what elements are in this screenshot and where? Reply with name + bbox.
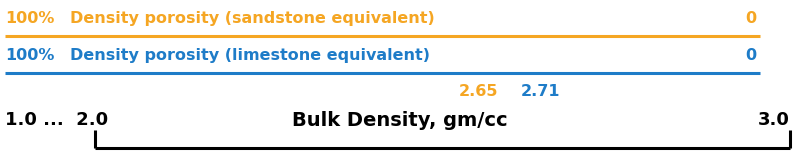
Text: 100%: 100% bbox=[5, 11, 54, 26]
Text: 2.65: 2.65 bbox=[458, 84, 498, 99]
Text: 2.71: 2.71 bbox=[520, 84, 560, 99]
Text: Bulk Density, gm/cc: Bulk Density, gm/cc bbox=[292, 111, 508, 130]
Text: Density porosity (sandstone equivalent): Density porosity (sandstone equivalent) bbox=[70, 11, 434, 26]
Text: 0: 0 bbox=[745, 11, 756, 26]
Text: Density porosity (limestone equivalent): Density porosity (limestone equivalent) bbox=[70, 48, 430, 63]
Text: 100%: 100% bbox=[5, 48, 54, 63]
Text: 0: 0 bbox=[745, 48, 756, 63]
Text: 3.0: 3.0 bbox=[758, 111, 790, 129]
Text: 1.0 ...  2.0: 1.0 ... 2.0 bbox=[5, 111, 108, 129]
